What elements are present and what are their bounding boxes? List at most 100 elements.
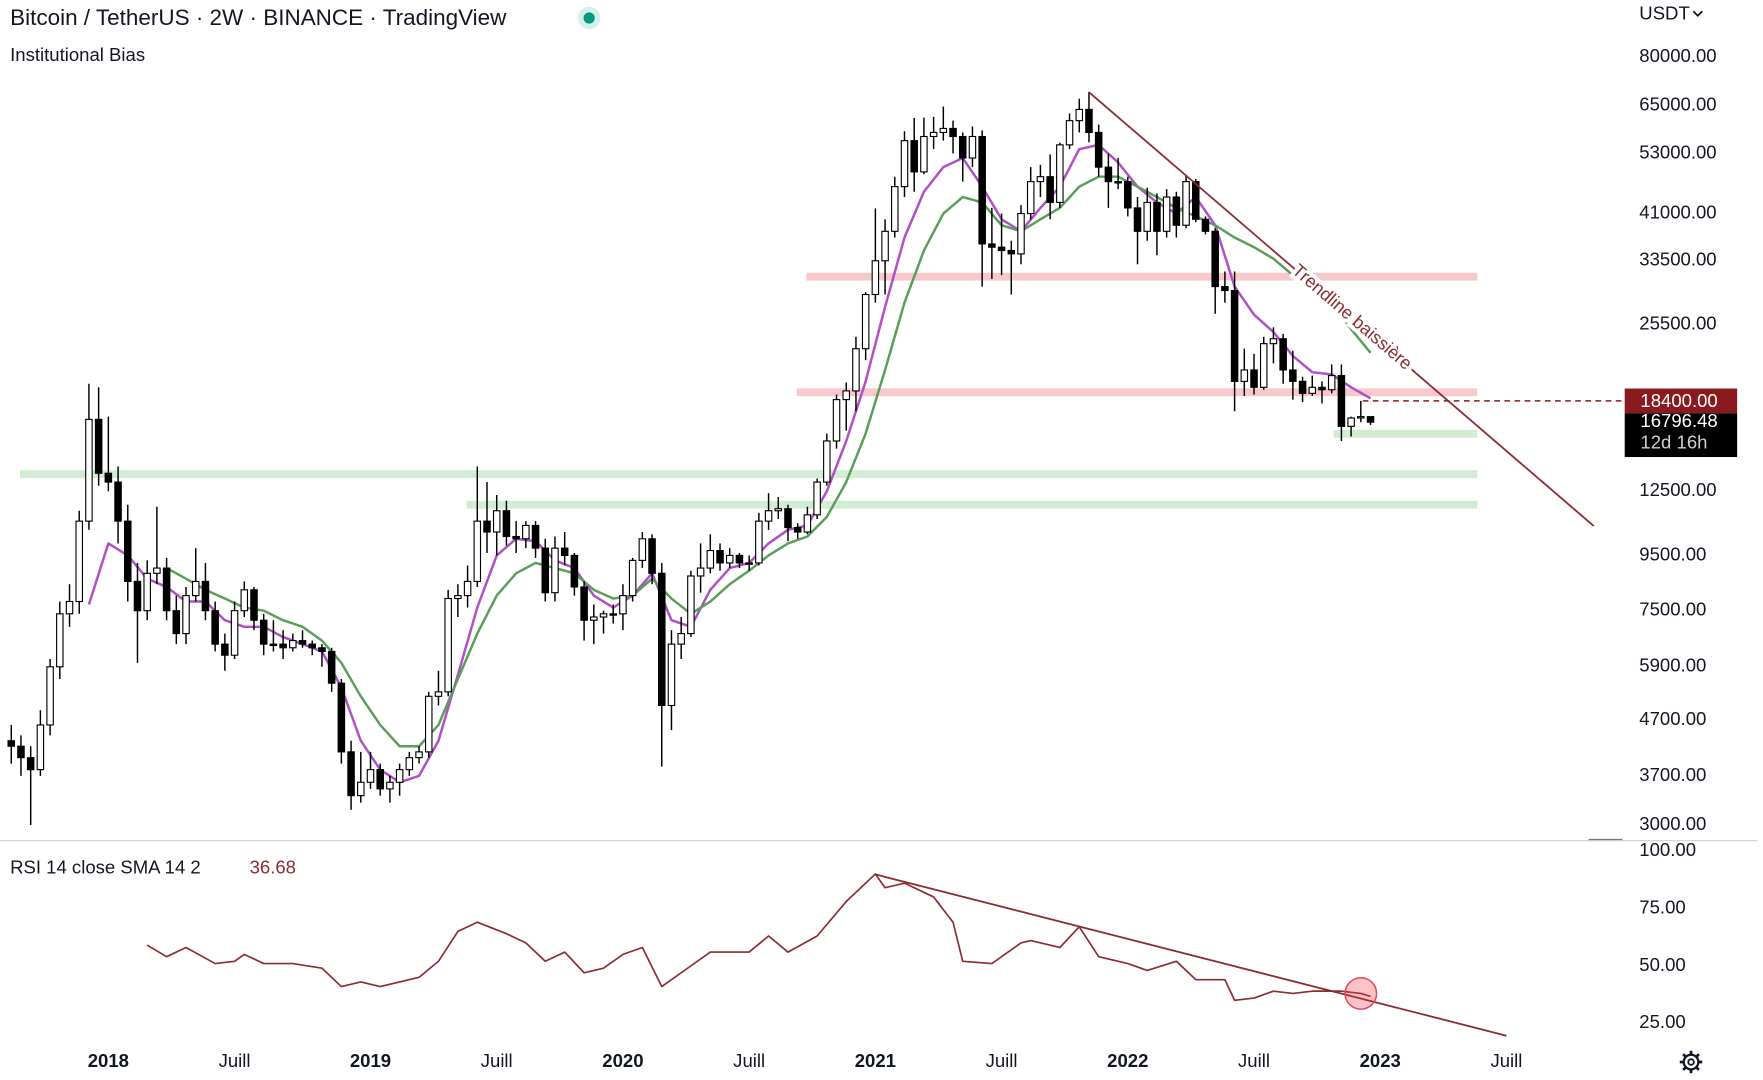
candle-body: [308, 643, 317, 649]
candle-body: [764, 510, 773, 522]
candle-body: [1172, 196, 1181, 226]
candle-body: [240, 589, 249, 612]
price-label: 18400.00: [1640, 390, 1717, 411]
moving-average: [166, 175, 1372, 748]
candle-body: [609, 613, 617, 616]
candle-body: [153, 567, 161, 574]
candle-body: [454, 595, 462, 600]
candles: [7, 91, 1375, 825]
candle-body: [1056, 144, 1064, 203]
candle-body: [687, 575, 695, 635]
candle-body: [813, 481, 821, 516]
candle-body: [114, 481, 122, 522]
candle-body: [1279, 338, 1287, 371]
candle-body: [891, 186, 899, 232]
candle-body: [1182, 181, 1190, 226]
candle-body: [124, 520, 132, 582]
x-tick-label: Juill: [1238, 1050, 1270, 1071]
candle-body: [929, 131, 938, 138]
x-tick-label: Juill: [219, 1050, 251, 1071]
candle-body: [1230, 289, 1239, 382]
rsi-line: [146, 873, 1371, 1002]
y-tick-label: 65000.00: [1639, 94, 1716, 115]
candle-body: [1357, 416, 1365, 419]
settings-gear[interactable]: [1679, 1050, 1703, 1074]
zone: [466, 500, 1478, 509]
candle-body: [1240, 369, 1249, 382]
candle-body: [1211, 230, 1219, 288]
last-price-label: 16796.48: [1640, 410, 1717, 431]
candle-body: [7, 740, 16, 747]
candle-body: [1143, 201, 1151, 232]
currency-chevron[interactable]: [1692, 10, 1703, 18]
candle-body: [580, 586, 588, 621]
candle-body: [1017, 212, 1025, 255]
candle-body: [1085, 108, 1093, 134]
candle-body: [997, 246, 1006, 252]
candle-body: [1075, 108, 1084, 122]
candle-body: [706, 549, 715, 569]
x-tick-label: Juill: [481, 1050, 513, 1071]
candle-body: [1269, 338, 1278, 345]
candle-body: [716, 549, 724, 564]
candle-body: [1114, 181, 1122, 184]
candle-body: [978, 135, 986, 245]
candle-body: [823, 440, 831, 483]
candle-body: [347, 751, 355, 797]
zones: [20, 272, 1478, 509]
candle-body: [463, 580, 472, 597]
y-tick-label: 80000.00: [1639, 45, 1716, 66]
candle-body: [191, 580, 200, 597]
candle-body: [502, 510, 511, 538]
candle-body: [590, 616, 598, 621]
candle-body: [26, 757, 35, 771]
candle-body: [1298, 380, 1307, 394]
x-tick-label: 2023: [1360, 1050, 1401, 1071]
zone: [796, 388, 1478, 397]
candle-body: [512, 535, 520, 540]
x-tick-label: 2021: [855, 1050, 896, 1071]
candle-body: [492, 510, 501, 533]
x-tick-label: 2020: [602, 1050, 643, 1071]
x-tick-label: Juill: [733, 1050, 765, 1071]
candle-body: [473, 520, 482, 582]
candle-body: [522, 524, 530, 540]
candle-body: [677, 633, 685, 645]
candle-body: [65, 600, 74, 615]
y-tick-label: 25500.00: [1639, 312, 1716, 333]
currency-selector[interactable]: USDT: [1639, 3, 1689, 24]
x-tick-label: 2022: [1107, 1050, 1148, 1071]
candle-body: [725, 554, 734, 564]
candle-body: [1259, 343, 1268, 388]
candle-body: [1192, 181, 1200, 220]
candle-body: [289, 640, 297, 649]
candle-body: [94, 418, 103, 474]
rsi-title: RSI 14 close SMA 14 2: [10, 857, 201, 878]
rsi-tick-label: 25.00: [1639, 1011, 1685, 1032]
y-tick-label: 9500.00: [1639, 543, 1706, 564]
candle-body: [395, 769, 404, 783]
candle-body: [1046, 176, 1054, 203]
candle-body: [434, 691, 443, 697]
candle-body: [910, 140, 918, 173]
candle-body: [968, 135, 977, 159]
candle-body: [852, 348, 860, 392]
candle-body: [628, 559, 637, 597]
candle-body: [298, 640, 307, 645]
candle-body: [1036, 176, 1045, 183]
candle-body: [1026, 181, 1035, 215]
candle-body: [599, 613, 608, 618]
candle-body: [211, 610, 219, 645]
moving-average: [87, 143, 1372, 784]
candle-body: [619, 595, 627, 615]
candle-body: [337, 682, 346, 753]
candle-body: [318, 647, 326, 653]
rsi-highlight: [1344, 976, 1378, 1010]
moving-averages: [87, 143, 1372, 784]
last-price-box: [1624, 413, 1738, 458]
candle-body: [774, 508, 783, 512]
candle-body: [1094, 131, 1103, 168]
y-tick-label: 41000.00: [1639, 201, 1716, 222]
candle-body: [832, 399, 841, 442]
